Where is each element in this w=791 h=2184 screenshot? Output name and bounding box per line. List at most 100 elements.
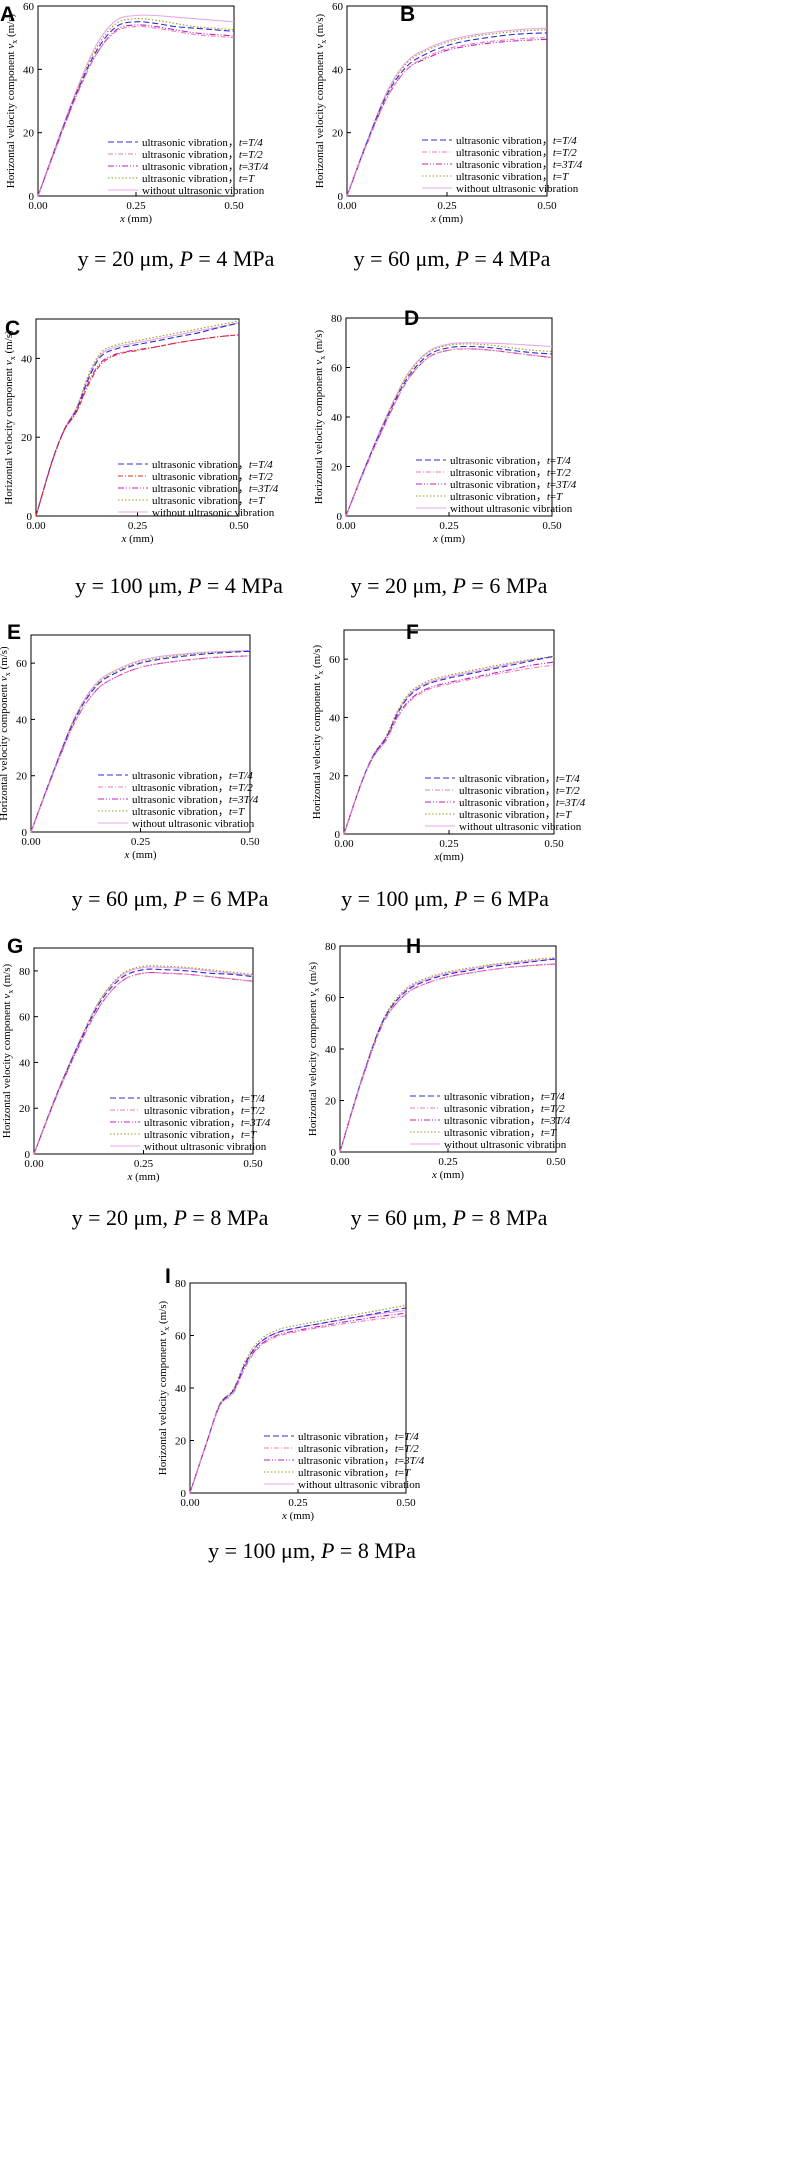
legend-label: ultrasonic vibration，t=T — [152, 495, 265, 507]
series-t-T-2 — [346, 37, 548, 197]
x-tick-label: 0.00 — [180, 1497, 200, 1509]
plot-frame — [35, 318, 240, 517]
x-tick-label: 0.00 — [28, 200, 48, 212]
series-t-3T-4 — [33, 971, 254, 1155]
legend-label: ultrasonic vibration，t=T/4 — [298, 1431, 419, 1443]
y-axis-label: Horizontal velocity component vx (m/s) — [307, 961, 321, 1136]
legend-label: ultrasonic vibration，t=3T/4 — [444, 1115, 571, 1127]
y-tick-label: 60 — [332, 1, 344, 13]
legend-label: ultrasonic vibration，t=3T/4 — [298, 1455, 425, 1467]
x-tick-label: 0.50 — [240, 836, 260, 848]
x-tick-label: 0.25 — [439, 520, 459, 532]
legend-label: ultrasonic vibration，t=T/2 — [456, 147, 577, 159]
caption-pressure-value: = 4 MPa — [468, 246, 551, 271]
plot-frame — [37, 5, 235, 197]
x-tick-label: 0.50 — [396, 1497, 416, 1509]
caption-pressure-symbol: P — [452, 573, 466, 598]
series-without-vibration — [343, 656, 555, 835]
series-without-vibration — [33, 966, 254, 1155]
plot-frame — [346, 5, 548, 197]
y-axis-label: Horizontal velocity component vx (m/s) — [314, 13, 328, 188]
legend-label: without ultrasonic vibration — [444, 1139, 567, 1151]
y-axis-label: Horizontal velocity component vx (m/s) — [5, 13, 19, 188]
series-without-vibration — [339, 958, 557, 1153]
legend-label: ultrasonic vibration，t=T/4 — [144, 1093, 265, 1105]
caption-pressure-symbol: P — [453, 886, 468, 911]
x-tick-label: 0.25 — [439, 838, 459, 850]
caption-pressure-symbol: P — [452, 1205, 466, 1230]
legend-label: ultrasonic vibration，t=3T/4 — [459, 797, 586, 809]
y-tick-label: 0 — [337, 511, 343, 523]
series-t-T-2 — [343, 664, 555, 835]
y-tick-label: 0 — [335, 829, 341, 841]
panel-caption: y = 100 μm, P = 6 MPa — [275, 888, 615, 910]
series-t-T-4 — [343, 655, 555, 835]
x-axis-label: x (mm) — [431, 1169, 464, 1181]
caption-pressure-value: = 6 MPa — [467, 886, 549, 911]
panel-letter: E — [7, 621, 22, 644]
legend-label: ultrasonic vibration，t=3T/4 — [142, 161, 269, 173]
panel-caption: y = 100 μm, P = 8 MPa — [142, 1540, 482, 1562]
legend-label: ultrasonic vibration，t=T/2 — [132, 782, 253, 794]
y-tick-label: 60 — [23, 1, 35, 13]
caption-pressure-symbol: P — [173, 886, 187, 911]
series-t-T-2 — [33, 971, 254, 1155]
series-t-T — [33, 965, 254, 1155]
y-tick-label: 0 — [338, 191, 344, 203]
x-tick-label: 0.00 — [337, 200, 357, 212]
panel-caption: y = 60 μm, P = 6 MPa — [0, 888, 340, 910]
panel-letter: F — [406, 621, 419, 644]
series-t-3T-4 — [343, 661, 555, 835]
series-t-T-4 — [189, 1307, 407, 1494]
x-tick-label: 0.50 — [224, 200, 244, 212]
panel-letter: G — [7, 935, 24, 958]
y-tick-label: 40 — [175, 1383, 187, 1395]
legend-label: ultrasonic vibration，t=3T/4 — [152, 483, 279, 495]
y-axis-label: Horizontal velocity component vx (m/s) — [157, 1300, 171, 1475]
y-tick-label: 80 — [175, 1278, 187, 1290]
x-tick-label: 0.25 — [288, 1497, 308, 1509]
series-without-vibration — [346, 27, 548, 197]
y-tick-label: 20 — [23, 128, 35, 140]
caption-pressure-value: = 8 MPa — [465, 1205, 548, 1230]
x-tick-label: 0.25 — [126, 200, 146, 212]
caption-pressure-value: = 6 MPa — [186, 886, 269, 911]
legend-label: without ultrasonic vibration — [142, 185, 265, 197]
x-axis-label: x (mm) — [120, 533, 153, 545]
series-t-T — [339, 957, 557, 1153]
y-axis-label: Horizontal velocity component vx (m/s) — [1, 963, 15, 1138]
panel-caption: y = 60 μm, P = 4 MPa — [282, 248, 622, 270]
y-tick-label: 20 — [175, 1436, 187, 1448]
caption-pressure-value: = 4 MPa — [201, 573, 283, 598]
series-t-T — [189, 1304, 407, 1494]
series-t-T-2 — [35, 334, 240, 517]
legend-label: ultrasonic vibration，t=T — [459, 809, 572, 821]
y-tick-label: 40 — [332, 64, 344, 76]
series-t-T-2 — [345, 348, 553, 517]
x-tick-label: 0.25 — [131, 836, 151, 848]
y-tick-label: 60 — [331, 363, 343, 375]
legend-label: without ultrasonic vibration — [459, 821, 582, 833]
legend-label: ultrasonic vibration，t=T/2 — [152, 471, 273, 483]
legend-label: ultrasonic vibration，t=T — [298, 1467, 411, 1479]
series-t-T-4 — [345, 345, 553, 517]
series-without-vibration — [189, 1310, 407, 1494]
y-axis-label: Horizontal velocity component vx (m/s) — [311, 644, 325, 819]
y-tick-label: 0 — [29, 191, 35, 203]
x-tick-label: 0.25 — [128, 520, 148, 532]
y-tick-label: 80 — [331, 313, 343, 325]
series-t-3T-4 — [35, 334, 240, 517]
caption-depth: y = 20 μm, — [77, 246, 180, 271]
y-tick-label: 0 — [181, 1488, 187, 1500]
y-tick-label: 40 — [329, 712, 341, 724]
series-t-3T-4 — [339, 963, 557, 1153]
plot-frame — [343, 629, 555, 835]
plot-frame — [345, 317, 553, 517]
y-tick-label: 20 — [331, 462, 343, 474]
